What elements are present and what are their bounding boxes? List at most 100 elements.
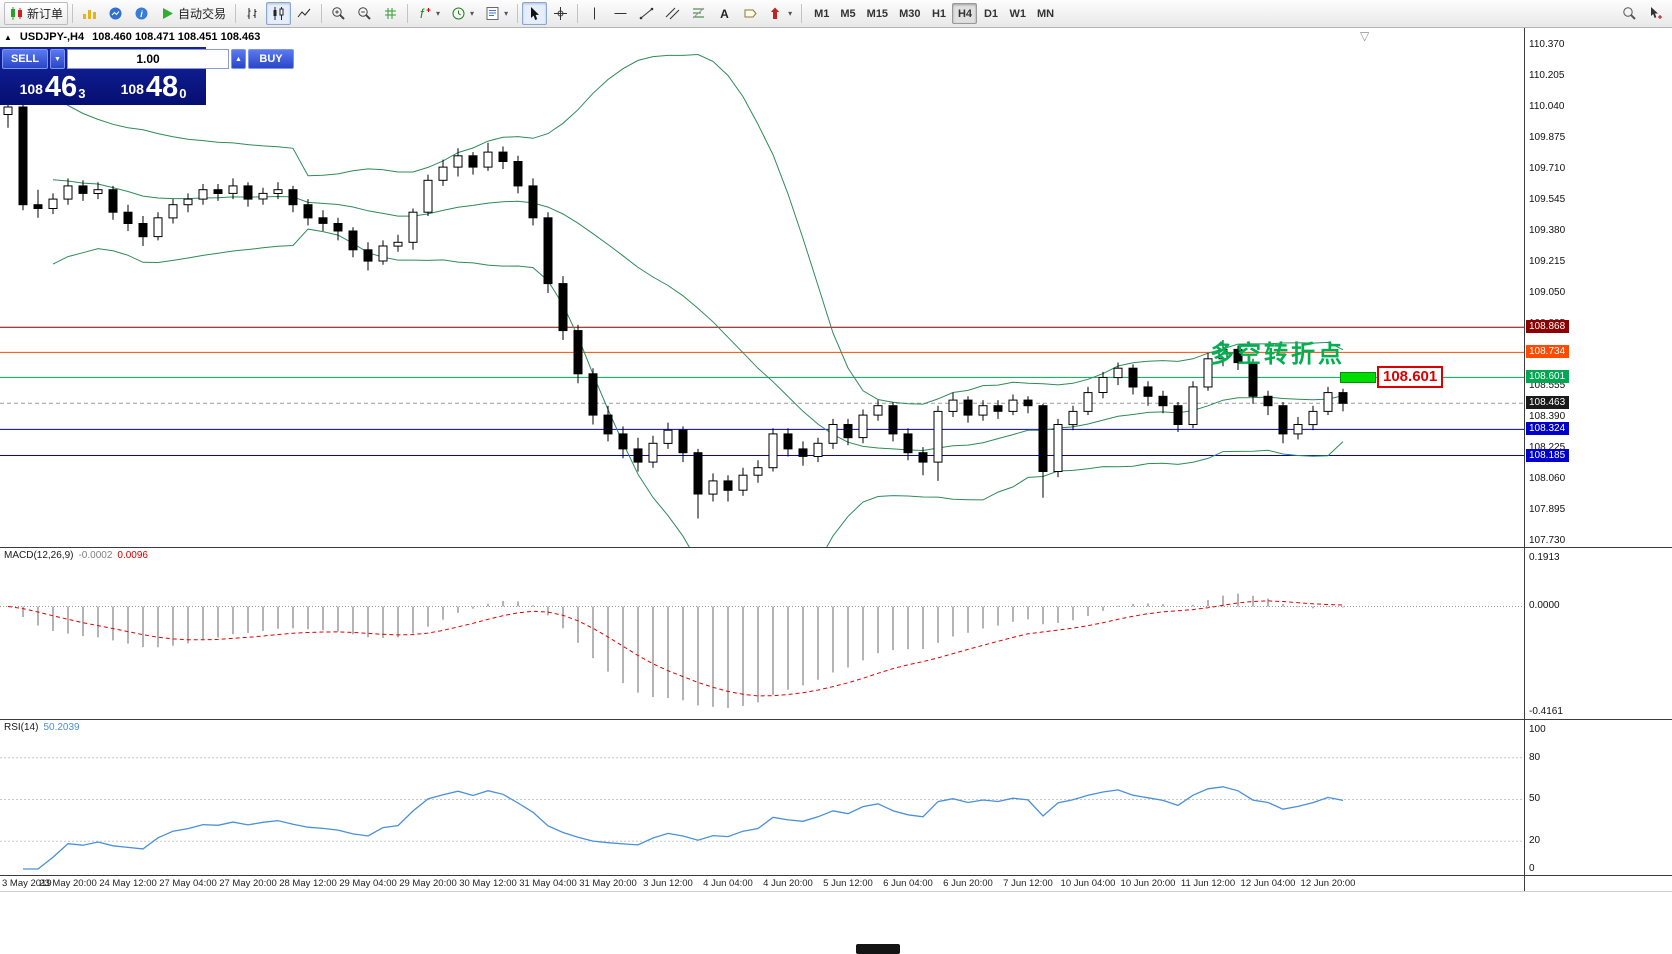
time-label: 12 Jun 04:00	[1240, 878, 1296, 889]
price-flag-annotation[interactable]: 108.601	[1340, 366, 1444, 388]
timeframe-button-h4[interactable]: H4	[952, 3, 978, 24]
timeframe-button-mn[interactable]: MN	[1036, 7, 1055, 20]
panel-separator[interactable]	[0, 547, 1672, 548]
rsi-panel[interactable]	[0, 720, 1524, 875]
rsi-name: RSI(14)	[4, 722, 39, 733]
svg-text:f: f	[420, 6, 425, 21]
chart-shift-marker[interactable]: ▽	[1360, 29, 1370, 43]
label-tool-button[interactable]	[738, 2, 763, 25]
cursor-tool-button[interactable]	[522, 2, 548, 25]
main-chart-svg	[0, 53, 1524, 547]
price-tick: 107.730	[1529, 535, 1566, 546]
rsi-line	[23, 786, 1344, 870]
zoom-in-button[interactable]	[326, 2, 351, 25]
candlestick-mode-button[interactable]	[266, 2, 292, 25]
bottom-divider	[0, 891, 1672, 892]
timeframe-button-d1[interactable]: D1	[983, 7, 998, 20]
candle	[1338, 388, 1348, 412]
rsi-axis-100: 100	[1529, 724, 1546, 735]
candle	[843, 418, 853, 446]
pointer-plus-icon	[1651, 7, 1662, 19]
price-tick: 109.710	[1529, 163, 1566, 174]
volume-decrease-button[interactable]: ▼	[50, 49, 65, 69]
chart-canvas[interactable]	[0, 28, 1524, 547]
timeframe-button-w1[interactable]: W1	[1009, 7, 1026, 20]
horizontal-line-tool-button[interactable]	[608, 2, 633, 25]
time-label: 27 May 04:00	[159, 878, 217, 889]
buy-price-sup: 0	[179, 86, 187, 101]
trendline-tool-button[interactable]	[634, 2, 659, 25]
candle	[873, 400, 883, 421]
chevron-down-icon: ▾	[788, 9, 793, 18]
timeframe-button-m1[interactable]: M1	[814, 7, 830, 20]
grid-toggle-button[interactable]	[378, 2, 403, 25]
vertical-line-tool-button[interactable]	[582, 2, 607, 25]
buy-price-display[interactable]: 108 48 0	[103, 69, 204, 103]
autotrading-button[interactable]: 自动交易	[155, 2, 231, 25]
candle	[1008, 394, 1018, 416]
channel-tool-button[interactable]	[660, 2, 685, 25]
volume-increase-button[interactable]: ▲	[231, 49, 246, 69]
timeframe-button-m15[interactable]: M15	[866, 7, 889, 20]
sell-price-big: 46	[44, 71, 78, 103]
candle	[828, 418, 838, 449]
timeframe-button-m30[interactable]: M30	[899, 7, 921, 20]
timeframe-button-m5[interactable]: M5	[840, 7, 856, 20]
periods-button[interactable]: ▾	[446, 2, 479, 25]
volume-input[interactable]	[67, 49, 229, 69]
line-chart-mode-button[interactable]	[292, 2, 317, 25]
time-axis[interactable]: 3 May 2019 23 May 20:00 24 May 12:00 27 May…	[0, 876, 1524, 891]
rsi-axis-0: 0	[1529, 863, 1535, 874]
vertical-line-icon	[594, 7, 596, 20]
price-tag-108.868: 108.868	[1526, 320, 1570, 334]
time-label: 4 Jun 04:00	[703, 878, 753, 889]
time-label: 7 Jun 12:00	[1003, 878, 1053, 889]
timeframe-button-h1[interactable]: H1	[931, 7, 946, 20]
price-tick: 107.895	[1529, 504, 1566, 515]
turning-point-annotation[interactable]: 多空转折点	[1210, 341, 1345, 368]
buy-button[interactable]: BUY	[248, 49, 294, 69]
price-tick: 109.380	[1529, 225, 1566, 236]
quick-pointer-button[interactable]	[1643, 2, 1668, 25]
candle	[993, 400, 1003, 419]
price-tag-108.734: 108.734	[1526, 345, 1570, 359]
taskbar-button[interactable]	[856, 944, 900, 954]
price-tick: 110.205	[1529, 70, 1565, 81]
template-icon	[486, 7, 499, 20]
candle	[393, 234, 403, 252]
crosshair-tool-button[interactable]	[548, 2, 573, 25]
arrows-tool-button[interactable]: ▾	[764, 2, 797, 25]
candle	[18, 103, 28, 211]
zoom-out-icon	[358, 7, 371, 20]
charts-window-button[interactable]	[77, 2, 102, 25]
data-window-button[interactable]: i	[129, 2, 154, 25]
templates-button[interactable]: ▾	[480, 2, 513, 25]
candle	[918, 447, 928, 476]
price-axis[interactable]: 110.370 110.205 110.040 109.875 109.710 109.5…	[1525, 28, 1672, 547]
candle	[738, 467, 748, 496]
time-label: 29 May 04:00	[339, 878, 397, 889]
sell-button[interactable]: SELL	[2, 49, 48, 69]
horizontal-line-icon	[614, 13, 627, 14]
new-order-button[interactable]: 新订单	[4, 2, 69, 25]
candle	[138, 216, 148, 246]
time-label: 29 May 20:00	[399, 878, 457, 889]
candle	[183, 193, 193, 213]
candle	[1143, 381, 1153, 406]
candle	[33, 189, 43, 218]
charts-window-icon	[83, 10, 97, 19]
panel-separator[interactable]	[0, 719, 1672, 720]
text-tool-button[interactable]: A	[712, 2, 737, 25]
bar-chart-mode-button[interactable]	[240, 2, 265, 25]
search-button[interactable]	[1617, 2, 1642, 25]
sell-price-display[interactable]: 108 46 3	[2, 69, 103, 103]
fibonacci-tool-button[interactable]	[686, 2, 711, 25]
label-icon	[744, 9, 757, 18]
macd-panel[interactable]	[0, 548, 1524, 719]
zoom-out-button[interactable]	[352, 2, 377, 25]
price-tick: 109.215	[1529, 256, 1566, 267]
candle	[933, 405, 943, 481]
market-watch-button[interactable]	[103, 2, 128, 25]
indicators-button[interactable]: f ▾	[412, 2, 445, 25]
price-tick: 108.555	[1529, 380, 1566, 391]
